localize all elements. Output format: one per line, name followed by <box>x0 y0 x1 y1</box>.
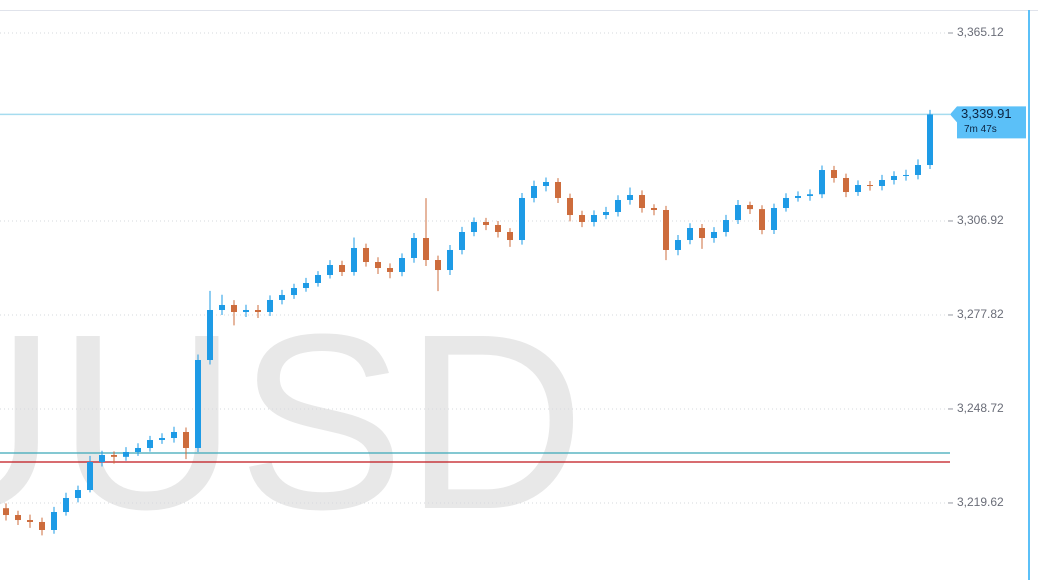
price-axis: 3,365.12 3,306.92 3,277.82 3,248.72 3,219.62… <box>948 25 1026 509</box>
candle-body <box>243 310 249 313</box>
candle-body <box>183 432 189 448</box>
candle-body <box>75 490 81 498</box>
price-tag-label: 3,339.91 <box>961 106 1012 121</box>
candle-body <box>495 224 501 232</box>
candle-body <box>459 231 465 250</box>
candle-body <box>555 181 561 198</box>
candle-body <box>843 177 849 193</box>
candle-body <box>579 215 585 222</box>
candle-body <box>51 512 57 530</box>
watermark: UUSD <box>0 282 585 561</box>
candle-body <box>531 186 537 198</box>
y-tick-label: 3,365.12 <box>957 25 1004 39</box>
candle-body <box>855 185 861 193</box>
candle-body <box>879 179 885 187</box>
candle-body <box>87 462 93 491</box>
y-tick-label: 3,219.62 <box>957 495 1004 509</box>
candle-body <box>747 204 753 210</box>
candle-body <box>627 195 633 200</box>
candle-body <box>723 220 729 232</box>
candle-body <box>675 240 681 250</box>
y-tick-label: 3,248.72 <box>957 401 1004 415</box>
candle-body <box>3 508 9 516</box>
candle-body <box>387 268 393 272</box>
candle-body <box>447 249 453 271</box>
candle-body <box>927 114 933 166</box>
y-tick-label: 3,277.82 <box>957 307 1004 321</box>
candle-body <box>699 227 705 239</box>
candle-body <box>903 174 909 176</box>
candle-body <box>519 197 525 241</box>
candle-body <box>375 262 381 269</box>
countdown-label: 7m 47s <box>964 124 997 135</box>
candle-body <box>423 238 429 261</box>
candle-body <box>819 170 825 195</box>
candle-body <box>507 231 513 241</box>
candle-body <box>147 440 153 448</box>
candle-body <box>795 195 801 198</box>
grid <box>0 32 945 504</box>
candle-body <box>735 204 741 221</box>
candle-body <box>831 170 837 178</box>
candle-body <box>267 299 273 313</box>
price-tag <box>950 106 1026 139</box>
candle-body <box>711 231 717 239</box>
candle-body <box>303 283 309 289</box>
candle-body <box>435 260 441 271</box>
candle-body <box>807 194 813 196</box>
candle-body <box>99 454 105 463</box>
candle-body <box>567 197 573 216</box>
candle-body <box>111 454 117 457</box>
candle-body <box>27 520 33 522</box>
candle-body <box>255 310 261 313</box>
candles <box>3 109 933 536</box>
candle-body <box>651 207 657 211</box>
candle-body <box>891 175 897 180</box>
candle-body <box>639 195 645 208</box>
candle-body <box>603 212 609 216</box>
candle-body <box>207 310 213 361</box>
candle-body <box>63 497 69 513</box>
y-tick-label: 3,306.92 <box>957 213 1004 227</box>
candle-body <box>351 247 357 272</box>
candle-body <box>483 221 489 225</box>
candle-body <box>471 221 477 232</box>
candle-body <box>687 227 693 241</box>
candle-body <box>195 360 201 448</box>
candle-body <box>399 258 405 272</box>
candle-body <box>867 185 873 187</box>
candle-body <box>279 295 285 300</box>
levels <box>0 113 950 463</box>
candle-body <box>123 451 129 457</box>
candle-body <box>663 210 669 250</box>
candle-body <box>219 304 225 311</box>
candle-body <box>339 265 345 272</box>
candle-body <box>231 304 237 313</box>
candle-body <box>759 209 765 230</box>
candle-body <box>615 199 621 213</box>
candle-body <box>15 515 21 521</box>
candle-body <box>171 432 177 439</box>
candle-body <box>543 181 549 187</box>
candle-body <box>771 207 777 230</box>
candle-body <box>363 247 369 263</box>
candle-body <box>315 274 321 284</box>
candle-body <box>783 197 789 208</box>
candle-body <box>915 165 921 175</box>
candle-body <box>135 447 141 452</box>
candle-body <box>591 215 597 222</box>
candle-body <box>327 265 333 275</box>
candle-body <box>159 438 165 441</box>
candle-body <box>291 288 297 296</box>
candle-body <box>411 238 417 259</box>
candle-body <box>39 521 45 530</box>
